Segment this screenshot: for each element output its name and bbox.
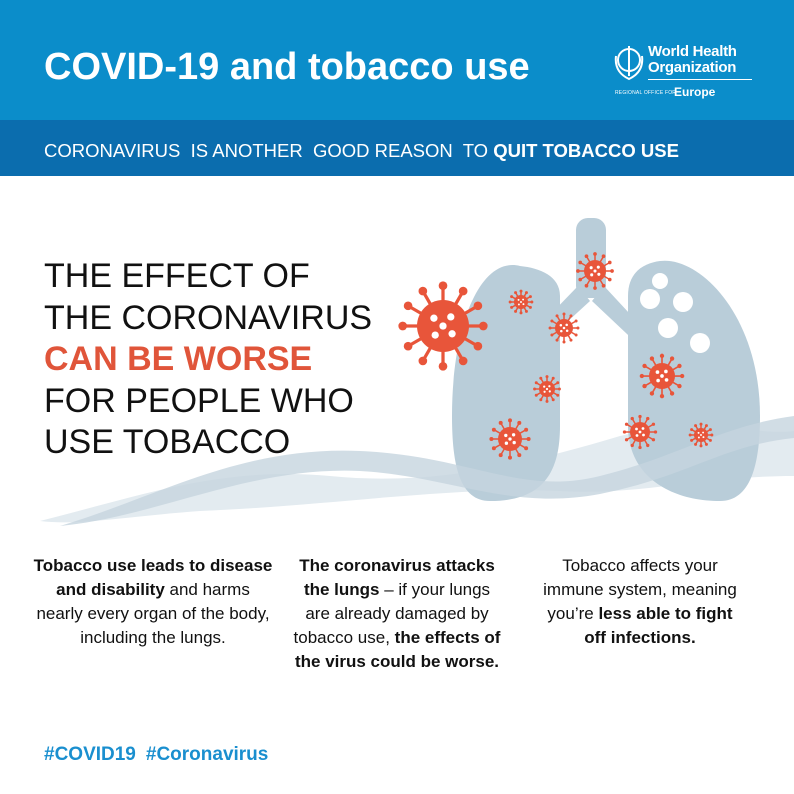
virus-icon	[548, 312, 580, 344]
hashtag-covid19[interactable]: #COVID19	[44, 744, 136, 765]
logo-text-1: World Health	[648, 43, 737, 60]
subtitle: CORONAVIRUS IS ANOTHER GOOD REASON TO QU…	[44, 140, 679, 161]
virus-icon	[533, 375, 561, 403]
wave-front	[60, 416, 794, 526]
virus-icon	[576, 252, 614, 290]
virus-icon	[489, 418, 531, 460]
headline-line: FOR PEOPLE WHO	[44, 381, 354, 420]
virus-icon	[508, 289, 534, 315]
virus-icon	[639, 353, 685, 399]
lungs-illustration	[40, 218, 794, 526]
page-title: COVID-19 and tobacco use	[44, 46, 530, 88]
hashtags: #COVID19 #Coronavirus	[44, 744, 278, 766]
lung-damage-spots	[640, 273, 710, 353]
fact-column-2: The coronavirus attacks the lungs – if y…	[293, 556, 501, 671]
virus-icon	[398, 281, 488, 371]
headline-highlight: CAN BE WORSE	[44, 340, 313, 378]
fact-column-1: Tobacco use leads to disease and disabil…	[33, 556, 273, 647]
fact-column-3: Tobacco affects your immune system, mean…	[543, 556, 737, 647]
who-logo: World Health Organization REGIONAL OFFICE…	[612, 42, 762, 102]
logo-regional: REGIONAL OFFICE FOR	[615, 90, 677, 96]
who-emblem-icon	[614, 46, 644, 81]
subtitle-band	[0, 120, 794, 176]
logo-text-2: Organization	[648, 59, 737, 76]
virus-icon	[622, 414, 658, 450]
headline-line: THE CORONAVIRUS	[44, 298, 373, 337]
virus-icon	[688, 422, 714, 448]
logo-region: Europe	[674, 85, 716, 99]
wave-back	[40, 426, 794, 523]
headline-line: USE TOBACCO	[44, 423, 291, 461]
hashtag-coronavirus[interactable]: #Coronavirus	[145, 744, 269, 765]
header: COVID-19 and tobacco use World Health Org…	[0, 0, 794, 120]
headline-line: THE EFFECT OF	[44, 257, 310, 295]
headline: THE EFFECT OF THE CORONAVIRUS CAN BE WOR…	[44, 256, 372, 464]
